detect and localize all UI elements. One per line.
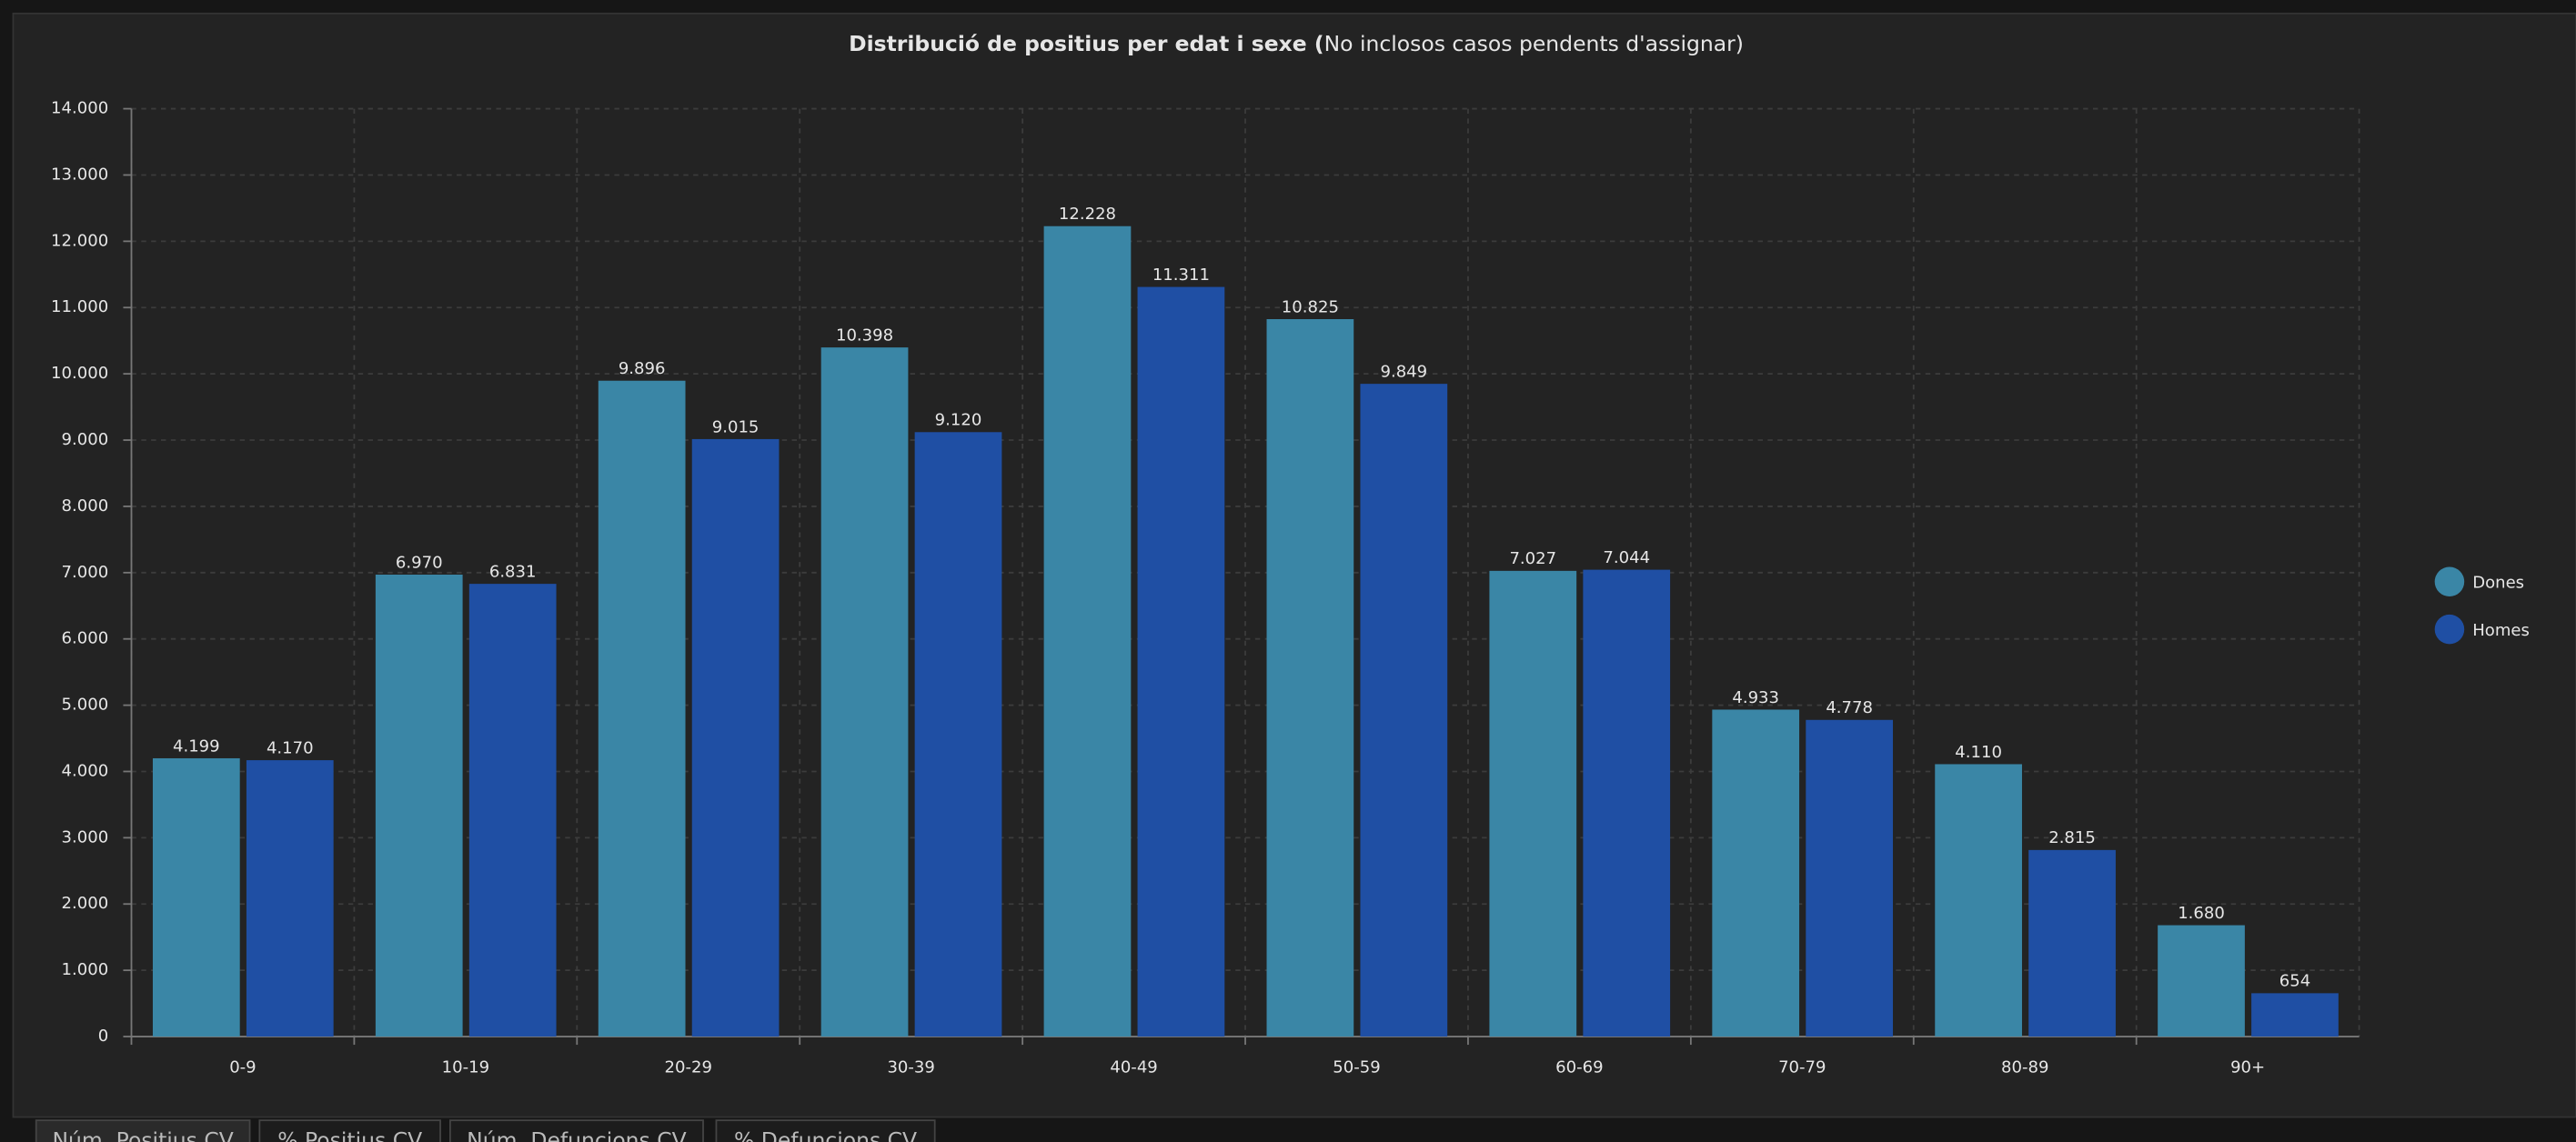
- bar: [375, 574, 463, 1037]
- legend-swatch: [2434, 614, 2465, 645]
- data-label: 6.970: [396, 553, 443, 572]
- bar: [2028, 849, 2116, 1037]
- y-tick-label: 8.000: [62, 496, 109, 516]
- bar: [1935, 764, 2022, 1037]
- legend-swatch: [2434, 566, 2465, 596]
- bar: [691, 438, 780, 1037]
- data-label: 10.398: [836, 326, 893, 345]
- tab[interactable]: [258, 1119, 441, 1142]
- tab[interactable]: [715, 1119, 936, 1142]
- y-tick-label: 2.000: [62, 894, 109, 913]
- y-tick-label: 11.000: [51, 297, 108, 316]
- data-label: 4.778: [1826, 698, 1873, 717]
- subtitle: No inclosos casos pendents d'assignar): [1324, 31, 1744, 56]
- legend-label: Dones: [2472, 574, 2524, 593]
- tab-label[interactable]: % Defuncions CV: [734, 1127, 917, 1142]
- bar: [1360, 384, 1448, 1037]
- y-tick-label: 6.000: [62, 629, 109, 648]
- y-tick-label: 0: [98, 1027, 108, 1046]
- bar: [1806, 719, 1894, 1037]
- data-label: 1.680: [2178, 904, 2225, 923]
- x-tick-label: 40-49: [1110, 1057, 1157, 1077]
- y-tick-label: 1.000: [62, 960, 109, 979]
- bar: [1266, 319, 1354, 1037]
- bar: [598, 380, 686, 1037]
- tab-label[interactable]: % Positius CV: [277, 1127, 422, 1142]
- legend-label: Homes: [2472, 621, 2530, 640]
- data-label: 4.110: [1955, 743, 2002, 762]
- data-label: 6.831: [489, 562, 537, 581]
- bar: [820, 347, 909, 1037]
- x-tick-label: 50-59: [1333, 1057, 1380, 1077]
- y-tick-label: 13.000: [51, 165, 108, 184]
- x-tick-label: 20-29: [665, 1057, 712, 1077]
- x-tick-label: 90+: [2230, 1057, 2265, 1077]
- data-label: 10.825: [1282, 297, 1339, 316]
- tab-label[interactable]: Núm. Defuncions CV: [467, 1127, 687, 1142]
- data-label: 7.027: [1509, 549, 1556, 568]
- bar: [1489, 570, 1577, 1037]
- bar: [1583, 569, 1671, 1037]
- bar: [1712, 709, 1800, 1037]
- chart-title: Distribució de positius per edat i sexe …: [849, 31, 1744, 56]
- data-label: 654: [2279, 972, 2310, 991]
- x-tick-label: 30-39: [887, 1057, 934, 1077]
- tab-label[interactable]: Núm. Positius CV: [52, 1127, 233, 1142]
- y-tick-label: 14.000: [51, 99, 108, 118]
- tab[interactable]: [35, 1119, 251, 1142]
- x-tick-label: 80-89: [2001, 1057, 2048, 1077]
- bar: [914, 432, 1002, 1037]
- bar: [1043, 225, 1132, 1037]
- data-label: 11.311: [1152, 265, 1210, 285]
- bar: [246, 760, 334, 1037]
- y-tick-label: 4.000: [62, 761, 109, 780]
- data-label: 2.815: [2048, 828, 2096, 847]
- bar: [2251, 993, 2339, 1037]
- y-tick-label: 10.000: [51, 364, 108, 383]
- x-tick-label: 60-69: [1555, 1057, 1603, 1077]
- data-label: 9.849: [1380, 362, 1427, 381]
- data-label: 4.199: [173, 736, 220, 756]
- bar: [2158, 925, 2245, 1037]
- title: Distribució de positius per edat i sexe …: [849, 31, 1323, 56]
- x-tick-label: 70-79: [1778, 1057, 1826, 1077]
- x-tick-label: 0-9: [229, 1057, 256, 1077]
- y-tick-label: 9.000: [62, 430, 109, 449]
- y-tick-label: 7.000: [62, 563, 109, 582]
- tab[interactable]: [448, 1119, 704, 1142]
- bar: [152, 757, 240, 1037]
- bar: [468, 584, 557, 1037]
- y-tick-label: 12.000: [51, 231, 108, 250]
- data-label: 7.044: [1603, 548, 1650, 567]
- data-label: 9.015: [712, 417, 760, 436]
- y-tick-label: 3.000: [62, 827, 109, 846]
- data-label: 9.896: [619, 359, 666, 378]
- data-label: 4.933: [1732, 688, 1779, 707]
- data-label: 4.170: [267, 738, 314, 757]
- tab-bar: Núm. Positius CV % Positius CV Núm. Defunc…: [35, 1119, 936, 1142]
- x-tick-label: 10-19: [442, 1057, 489, 1077]
- y-tick-label: 5.000: [62, 696, 109, 715]
- data-label: 9.120: [935, 411, 982, 430]
- data-label: 12.228: [1059, 205, 1116, 224]
- bar: [1137, 286, 1225, 1037]
